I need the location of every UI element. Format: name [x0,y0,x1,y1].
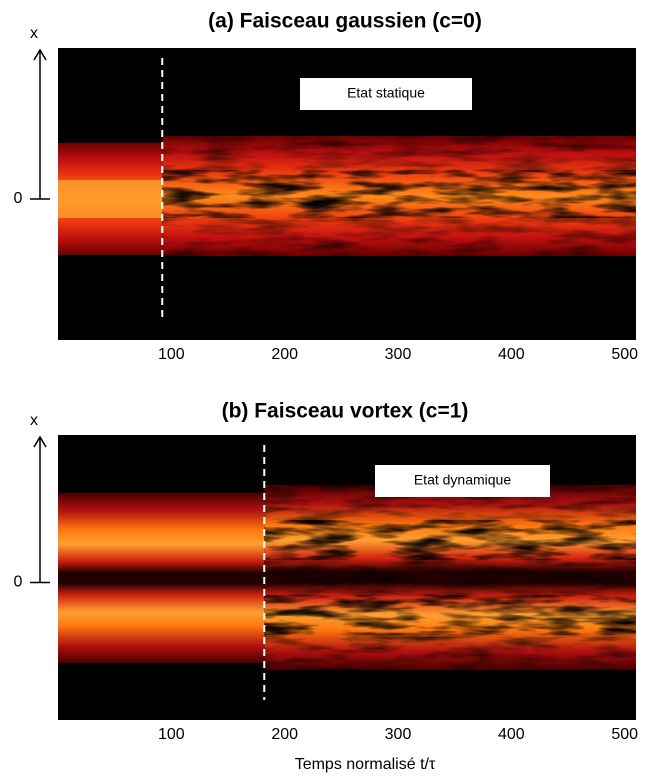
x-tick-label: 400 [498,726,525,743]
panel-title: (b) Faisceau vortex (c=1) [222,400,469,423]
x-tick-label: 500 [611,346,638,363]
beam-dark [162,136,636,256]
y-axis-label: x [30,412,38,429]
x-tick-label: 100 [158,726,185,743]
y-tick-label: 0 [14,574,23,591]
beam-dark [264,485,636,670]
x-tick-label: 500 [611,726,638,743]
x-tick-label: 400 [498,346,525,363]
annotation: Etat dynamique [414,472,511,488]
panel-title: (a) Faisceau gaussien (c=0) [208,10,482,33]
x-tick-label: 200 [271,346,298,363]
x-tick-label: 300 [385,346,412,363]
y-axis-label: x [30,25,38,42]
y-tick-label: 0 [14,190,23,207]
annotation: Etat statique [347,85,425,101]
beam-core [58,180,163,218]
x-tick-label: 300 [385,726,412,743]
arrow-head [33,435,47,448]
x-tick-label: 100 [158,346,185,363]
beam-steady [58,493,265,663]
x-tick-label: 200 [271,726,298,743]
x-axis-label: Temps normalisé t/τ [295,756,436,773]
arrow-head [33,48,47,61]
annotation-box [375,465,550,497]
annotation-box [300,78,472,110]
